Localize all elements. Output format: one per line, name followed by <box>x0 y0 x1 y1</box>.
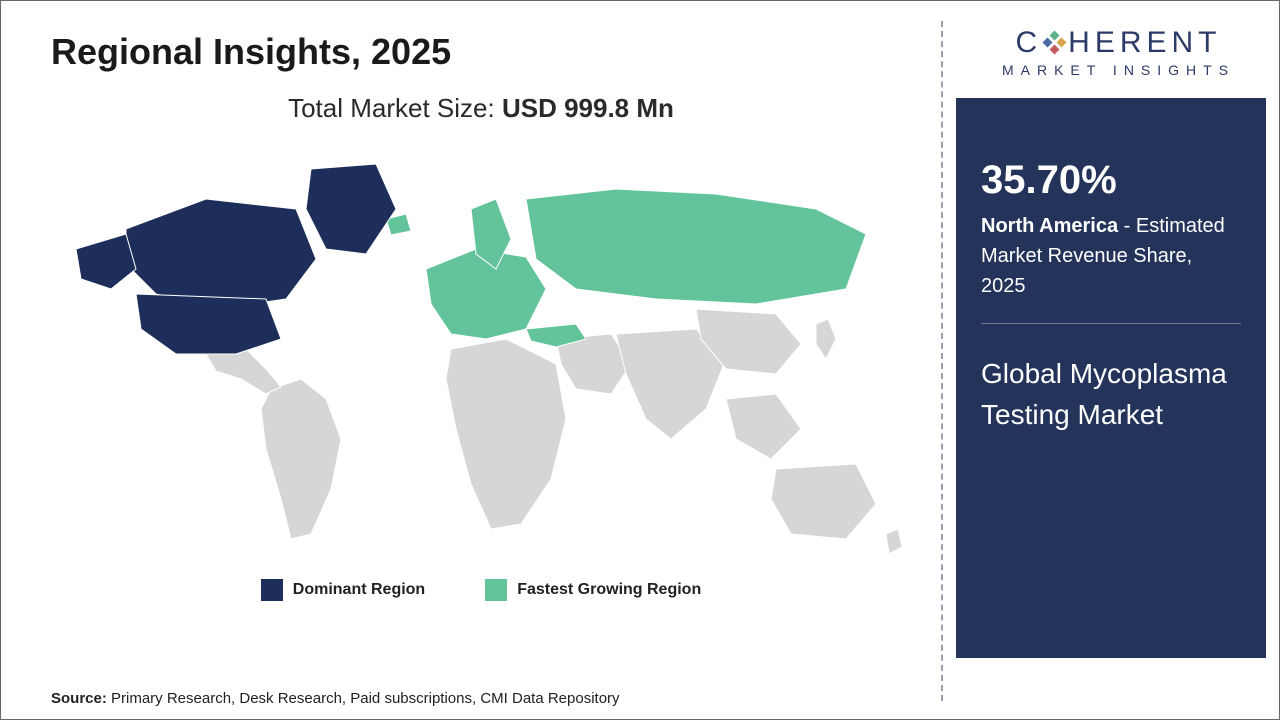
page-title: Regional Insights, 2025 <box>51 31 911 73</box>
logo-diamond-icon <box>1044 32 1066 54</box>
main-content-area: Regional Insights, 2025 Total Market Siz… <box>1 1 941 721</box>
region-australia <box>771 464 876 539</box>
source-citation: Source: Primary Research, Desk Research,… <box>51 690 620 707</box>
region-alaska <box>76 234 136 289</box>
share-percentage: 35.70% <box>981 158 1241 203</box>
legend-item-fastest: Fastest Growing Region <box>485 579 701 601</box>
panel-divider <box>981 323 1241 324</box>
vertical-divider <box>941 21 943 701</box>
right-sidebar: C HERENT MARKET INSIGHTS 35.70% North Am… <box>956 1 1280 721</box>
share-region: North America <box>981 215 1118 237</box>
source-label: Source: <box>51 690 111 707</box>
share-description: North America - Estimated Market Revenue… <box>981 211 1241 301</box>
map-legend: Dominant Region Fastest Growing Region <box>51 579 911 601</box>
region-usa <box>136 294 281 354</box>
market-name: Global Mycoplasma Testing Market <box>981 354 1241 435</box>
legend-item-dominant: Dominant Region <box>261 579 425 601</box>
legend-label-fastest: Fastest Growing Region <box>517 581 701 599</box>
region-greenland <box>306 164 396 254</box>
legend-swatch-fastest <box>485 579 507 601</box>
company-logo: C HERENT MARKET INSIGHTS <box>966 26 1271 78</box>
world-map <box>56 139 906 559</box>
region-central-america <box>206 349 281 394</box>
legend-label-dominant: Dominant Region <box>293 581 425 599</box>
region-japan <box>816 319 836 359</box>
source-text: Primary Research, Desk Research, Paid su… <box>111 690 620 707</box>
region-africa <box>446 339 566 529</box>
stats-panel: 35.70% North America - Estimated Market … <box>956 98 1266 658</box>
logo-line2: MARKET INSIGHTS <box>966 62 1271 78</box>
region-nz <box>886 529 902 554</box>
region-se-asia <box>726 394 801 459</box>
market-size-line: Total Market Size: USD 999.8 Mn <box>51 93 911 124</box>
legend-swatch-dominant <box>261 579 283 601</box>
logo-suffix: HERENT <box>1068 26 1221 59</box>
world-map-container: Dominant Region Fastest Growing Region <box>51 139 911 601</box>
region-canada <box>126 199 316 309</box>
region-russia <box>526 189 866 304</box>
market-size-value: USD 999.8 Mn <box>502 93 674 123</box>
logo-line1: C HERENT <box>966 26 1271 60</box>
market-size-label: Total Market Size: <box>288 93 502 123</box>
region-south-america <box>261 379 341 539</box>
region-europe <box>426 249 546 339</box>
logo-prefix: C <box>1015 26 1042 59</box>
